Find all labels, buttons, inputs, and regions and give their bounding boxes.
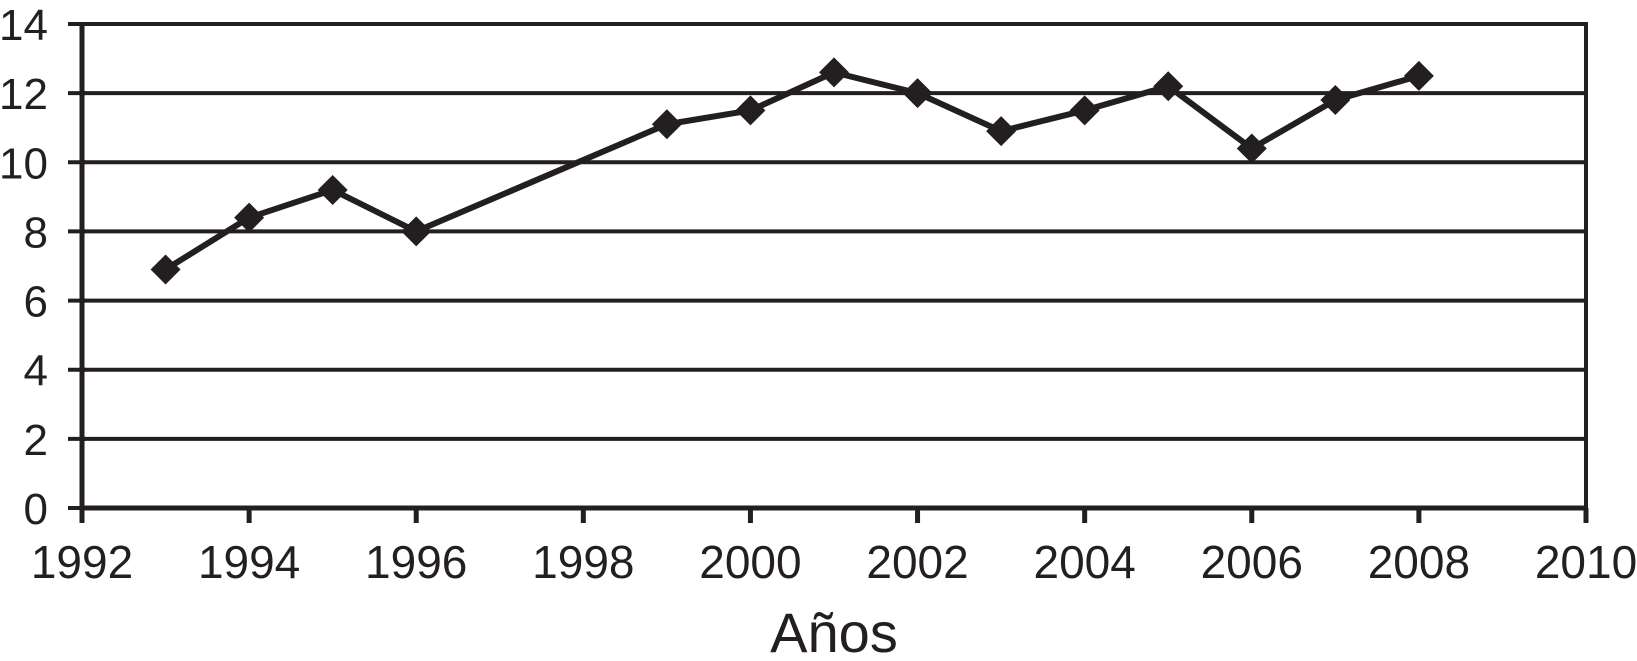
data-point-markers	[150, 57, 1434, 285]
y-tick-label: 10	[0, 139, 48, 188]
x-tick-label: 1998	[532, 536, 634, 588]
x-axis-title: Años	[770, 601, 898, 661]
x-tick-label: 1992	[31, 536, 133, 588]
x-tick-label: 2006	[1201, 536, 1303, 588]
series-line	[162, 69, 1422, 273]
data-point-marker	[1236, 133, 1267, 164]
y-tick-label: 2	[24, 416, 48, 465]
x-tick-label: 2000	[699, 536, 801, 588]
x-tick-label: 2008	[1368, 536, 1470, 588]
data-point-marker	[902, 78, 933, 109]
data-point-marker	[651, 109, 682, 140]
data-point-marker	[735, 95, 766, 126]
data-point-marker	[401, 216, 432, 247]
y-tick-label: 8	[24, 208, 48, 257]
data-point-marker	[1069, 95, 1100, 126]
axes	[79, 22, 1588, 510]
x-tick-label: 2010	[1535, 536, 1637, 588]
x-axis-ticks	[79, 508, 1589, 523]
y-axis-ticks	[68, 22, 86, 510]
data-series	[162, 69, 1422, 273]
y-tick-label: 4	[24, 347, 48, 396]
data-point-marker	[1320, 85, 1351, 116]
x-tick-label: 2004	[1033, 536, 1135, 588]
data-point-marker	[1403, 60, 1434, 91]
x-tick-label: 1994	[198, 536, 300, 588]
x-tick-label: 2002	[866, 536, 968, 588]
x-axis-tick-labels: 1992 1994 1996 1998 2000 2002 2004 2006 2008 2010	[31, 536, 1637, 588]
y-tick-label: 0	[24, 485, 48, 534]
data-point-marker	[317, 174, 348, 205]
y-tick-label: 14	[0, 1, 48, 50]
x-tick-label: 1996	[365, 536, 467, 588]
y-tick-label: 12	[0, 70, 48, 119]
data-point-marker	[819, 57, 849, 88]
gridlines	[82, 22, 1586, 511]
data-point-marker	[986, 116, 1017, 147]
data-point-marker	[1153, 71, 1184, 102]
y-axis-tick-labels: 0 2 4 6 8 10 12 14	[0, 1, 48, 534]
data-point-marker	[234, 202, 265, 233]
y-tick-label: 6	[24, 278, 48, 327]
data-point-marker	[150, 254, 181, 285]
